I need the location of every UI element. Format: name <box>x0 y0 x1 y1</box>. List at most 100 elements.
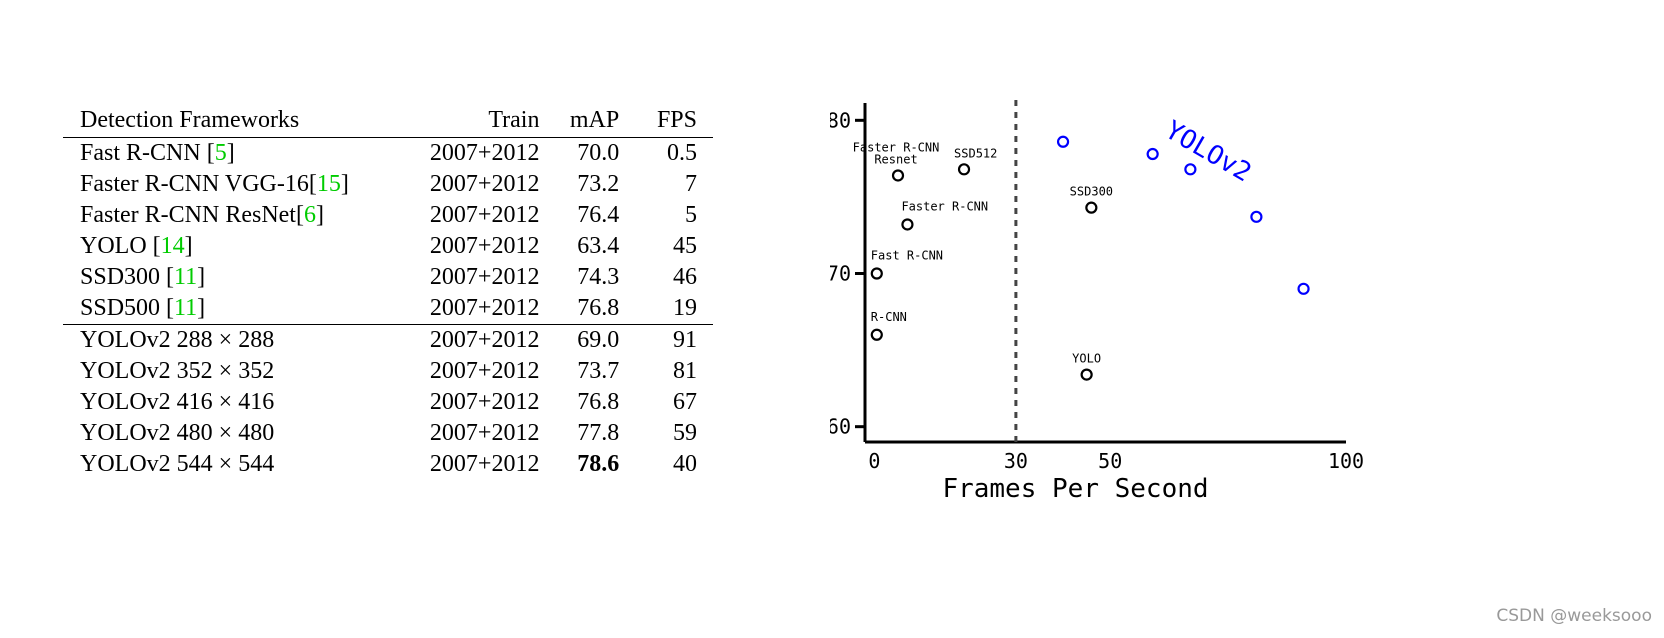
point-label: Fast R-CNN <box>871 249 943 263</box>
header-map: mAP <box>569 107 620 133</box>
citation-link[interactable]: 6 <box>303 202 316 228</box>
data-point <box>891 169 905 182</box>
yolov2-data-point <box>1250 210 1263 223</box>
y-tick-label: 70 <box>830 262 851 286</box>
x-tick-label: 100 <box>1328 449 1364 473</box>
data-point <box>1080 368 1093 381</box>
data-point <box>957 163 971 176</box>
citation-link[interactable]: 14 <box>160 233 185 259</box>
row-train: 2007+2012 <box>429 389 540 415</box>
row-fps: 45 <box>673 233 697 259</box>
row-map: 73.7 <box>577 358 620 384</box>
table-header-row: Detection Frameworks Train mAP FPS <box>63 103 713 138</box>
yolov2-data-point <box>1184 163 1197 176</box>
results-table-container: Detection Frameworks Train mAP FPS Fast … <box>63 103 713 480</box>
point-label: SSD300 <box>1070 185 1113 199</box>
row-map: 69.0 <box>577 327 620 353</box>
row-train: 2007+2012 <box>429 202 540 228</box>
data-point <box>901 218 914 231</box>
row-name: Fast R-CNN <box>80 140 201 166</box>
point-label: Faster R-CNN <box>901 199 988 213</box>
row-name: YOLOv2 544 × 544 <box>80 451 275 477</box>
row-name: YOLOv2 416 × 416 <box>80 389 275 415</box>
row-map: 73.2 <box>577 171 620 197</box>
row-name: Faster R-CNN VGG-16 <box>80 171 309 197</box>
row-map: 76.4 <box>577 202 620 228</box>
row-fps: 19 <box>673 295 697 321</box>
yolov2-data-point <box>1146 147 1159 161</box>
point-label: YOLO <box>1072 352 1101 366</box>
row-train: 2007+2012 <box>429 420 540 446</box>
table-row: Fast R-CNN [5] 2007+2012 70.0 0.5 <box>63 138 713 170</box>
row-map: 76.8 <box>577 389 620 415</box>
row-name: YOLOv2 288 × 288 <box>80 327 275 353</box>
row-name: YOLO <box>80 233 147 259</box>
table-row: YOLOv2 544 × 544 2007+2012 78.6 40 <box>63 449 713 480</box>
y-tick-label: 60 <box>830 415 851 439</box>
table-row: SSD500 [11] 2007+2012 76.8 19 <box>63 293 713 325</box>
yolov2-series-label: YOLOv2 <box>1160 115 1256 188</box>
header-train: Train <box>488 107 540 133</box>
row-fps: 5 <box>685 202 697 228</box>
row-map-best: 78.6 <box>577 451 620 477</box>
row-train: 2007+2012 <box>429 327 540 353</box>
table-row: Faster R-CNN ResNet[6] 2007+2012 76.4 5 <box>63 200 713 231</box>
data-point <box>870 328 883 341</box>
table-row: Faster R-CNN VGG-16[15] 2007+2012 73.2 7 <box>63 169 713 200</box>
data-point <box>870 267 883 280</box>
row-name: YOLOv2 352 × 352 <box>80 358 275 384</box>
table-row: YOLOv2 480 × 480 2007+2012 77.8 59 <box>63 418 713 449</box>
row-train: 2007+2012 <box>429 233 540 259</box>
x-tick-label: 0 <box>868 449 880 473</box>
row-train: 2007+2012 <box>429 295 540 321</box>
citation-link[interactable]: 15 <box>316 171 341 197</box>
row-train: 2007+2012 <box>429 140 540 166</box>
header-fps: FPS <box>656 107 697 133</box>
row-fps: 91 <box>673 327 697 353</box>
row-fps: 46 <box>673 264 697 290</box>
row-fps: 67 <box>673 389 697 415</box>
point-label: Faster R-CNN <box>853 140 940 154</box>
watermark: CSDN @weeksooo <box>1496 606 1652 626</box>
table-row: SSD300 [11] 2007+2012 74.3 46 <box>63 262 713 293</box>
row-map: 76.8 <box>577 295 620 321</box>
row-train: 2007+2012 <box>429 451 540 477</box>
row-train: 2007+2012 <box>429 358 540 384</box>
yolov2-data-point <box>1056 135 1070 148</box>
row-fps: 81 <box>673 358 697 384</box>
header-detection-frameworks: Detection Frameworks <box>80 107 300 133</box>
row-fps: 0.5 <box>667 140 697 166</box>
table-row: YOLO [14] 2007+2012 63.4 45 <box>63 231 713 262</box>
point-label: SSD512 <box>954 146 997 160</box>
table-row: YOLOv2 416 × 416 2007+2012 76.8 67 <box>63 387 713 418</box>
row-fps: 40 <box>673 451 697 477</box>
table-row: YOLOv2 288 × 288 2007+2012 69.0 91 <box>63 325 713 357</box>
citation-link[interactable]: 11 <box>174 264 198 290</box>
yolov2-data-point <box>1297 282 1310 295</box>
x-tick-label: 30 <box>1004 449 1028 473</box>
y-tick-label: 80 <box>830 108 851 132</box>
x-tick-label: 50 <box>1098 449 1122 473</box>
row-name: SSD300 <box>80 264 161 290</box>
point-label: Resnet <box>874 152 917 166</box>
citation-link[interactable]: 5 <box>214 140 227 166</box>
row-map: 63.4 <box>577 233 620 259</box>
row-fps: 59 <box>673 420 697 446</box>
row-train: 2007+2012 <box>429 264 540 290</box>
results-table: Detection Frameworks Train mAP FPS Fast … <box>63 103 713 480</box>
row-train: 2007+2012 <box>429 171 540 197</box>
citation-link[interactable]: 11 <box>174 295 198 321</box>
data-point <box>1085 201 1098 214</box>
row-name: Faster R-CNN ResNet <box>80 202 296 228</box>
point-label: R-CNN <box>871 310 907 324</box>
table-row: YOLOv2 352 × 352 2007+2012 73.7 81 <box>63 356 713 387</box>
x-axis-label: Frames Per Second <box>942 474 1208 504</box>
row-map: 70.0 <box>577 140 620 166</box>
row-name: SSD500 <box>80 295 161 321</box>
row-name: YOLOv2 480 × 480 <box>80 420 275 446</box>
row-fps: 7 <box>685 171 697 197</box>
row-map: 74.3 <box>577 264 620 290</box>
row-map: 77.8 <box>577 420 620 446</box>
